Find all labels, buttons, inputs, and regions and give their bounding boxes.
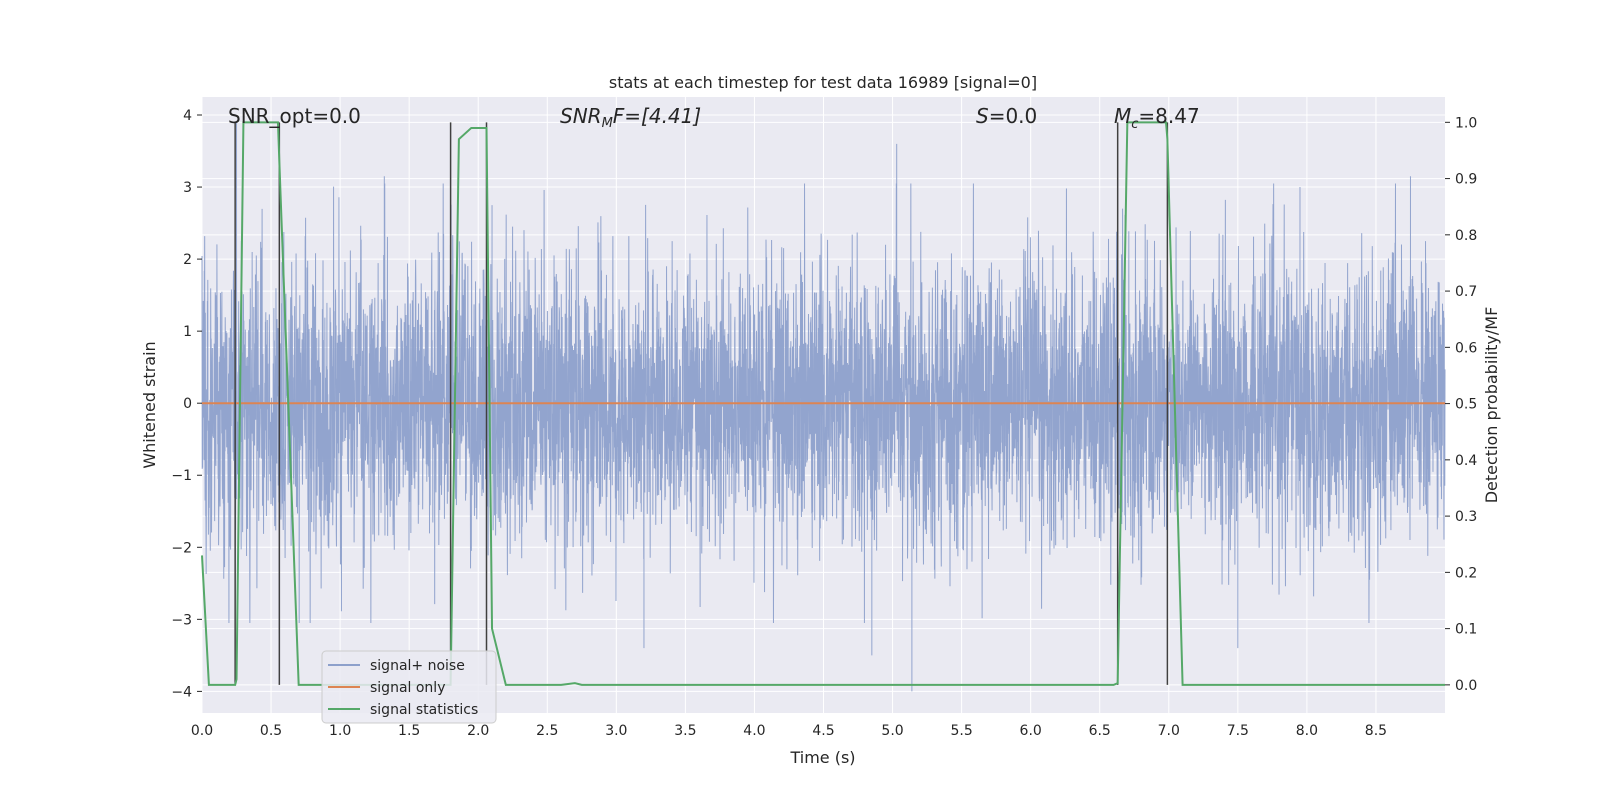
annotation-s: S=0.0 (976, 104, 1037, 128)
x-tick-label: 6.0 (1020, 723, 1042, 739)
y2-axis-label: Detection probability/MF (1482, 307, 1501, 504)
x-tick-label: 2.5 (536, 723, 558, 739)
y2-tick-label: 1.0 (1455, 115, 1477, 131)
y-tick-label: −3 (171, 612, 192, 628)
legend-box (321, 650, 497, 724)
y-axis-label: Whitened strain (140, 341, 159, 468)
x-tick-label: 1.0 (329, 723, 351, 739)
x-tick-label: 3.0 (605, 723, 627, 739)
x-tick-label: 1.5 (398, 723, 420, 739)
y2-tick-label: 0.3 (1455, 509, 1477, 525)
y2-tick-label: 0.4 (1455, 453, 1477, 469)
x-tick-label: 7.0 (1158, 723, 1180, 739)
x-tick-label: 3.5 (674, 723, 696, 739)
x-tick-label: 2.0 (467, 723, 489, 739)
signal-statistics-layer (201, 121, 1445, 686)
axes: 0.0 0.5 1.0 1.5 2.0 2.5 3.0 3.5 4.0 4.5 5.0 5.5 6.0 6… (171, 108, 1477, 739)
y-tick-label: −1 (171, 468, 192, 484)
data-layer (201, 122, 1446, 692)
y2-tick-label: 0.6 (1455, 340, 1477, 356)
x-tick-label: 5.0 (881, 723, 903, 739)
x-tick-label: 0.0 (191, 723, 213, 739)
x-tick-label: 4.5 (812, 723, 834, 739)
legend: signal+ noise signal only signal statist… (321, 650, 497, 724)
y2-tick-label: 0.9 (1455, 172, 1477, 188)
y2-tick-label: 0.8 (1455, 228, 1477, 244)
x-tick-label: 4.0 (743, 723, 765, 739)
y-tick-label: 3 (183, 180, 192, 196)
y2-tick-label: 0.0 (1455, 678, 1477, 694)
x-tick-label: 8.0 (1296, 723, 1318, 739)
legend-label-statistics: signal statistics (370, 702, 478, 718)
x-tick-label: 5.5 (950, 723, 972, 739)
x-tick-label: 0.5 (260, 723, 282, 739)
annotation-snr-mf: SNRMF=[4.41] (560, 104, 701, 131)
y-tick-label: 4 (183, 108, 192, 124)
y-tick-label: −2 (171, 540, 192, 556)
y-tick-label: 0 (183, 396, 192, 412)
chart-title: stats at each timestep for test data 169… (609, 73, 1037, 92)
y-tick-label: 2 (183, 252, 192, 268)
legend-label-noise: signal+ noise (370, 658, 465, 674)
x-tick-label: 7.5 (1227, 723, 1249, 739)
y-tick-label: 1 (183, 324, 192, 340)
y2-tick-label: 0.1 (1455, 622, 1477, 638)
annotation-mc: Mc=8.47 (1114, 104, 1200, 132)
annotation-snr-opt: SNR_opt=0.0 (228, 104, 361, 128)
y2-tick-label: 0.5 (1455, 397, 1477, 413)
x-axis-label: Time (s) (789, 748, 855, 767)
x-tick-label: 6.5 (1089, 723, 1111, 739)
legend-label-signal: signal only (370, 680, 445, 696)
y2-tick-label: 0.7 (1455, 284, 1477, 300)
y-tick-label: −4 (171, 684, 192, 700)
y2-tick-label: 0.2 (1455, 565, 1477, 581)
series-signal-statistics (201, 121, 1445, 686)
x-tick-label: 8.5 (1365, 723, 1387, 739)
